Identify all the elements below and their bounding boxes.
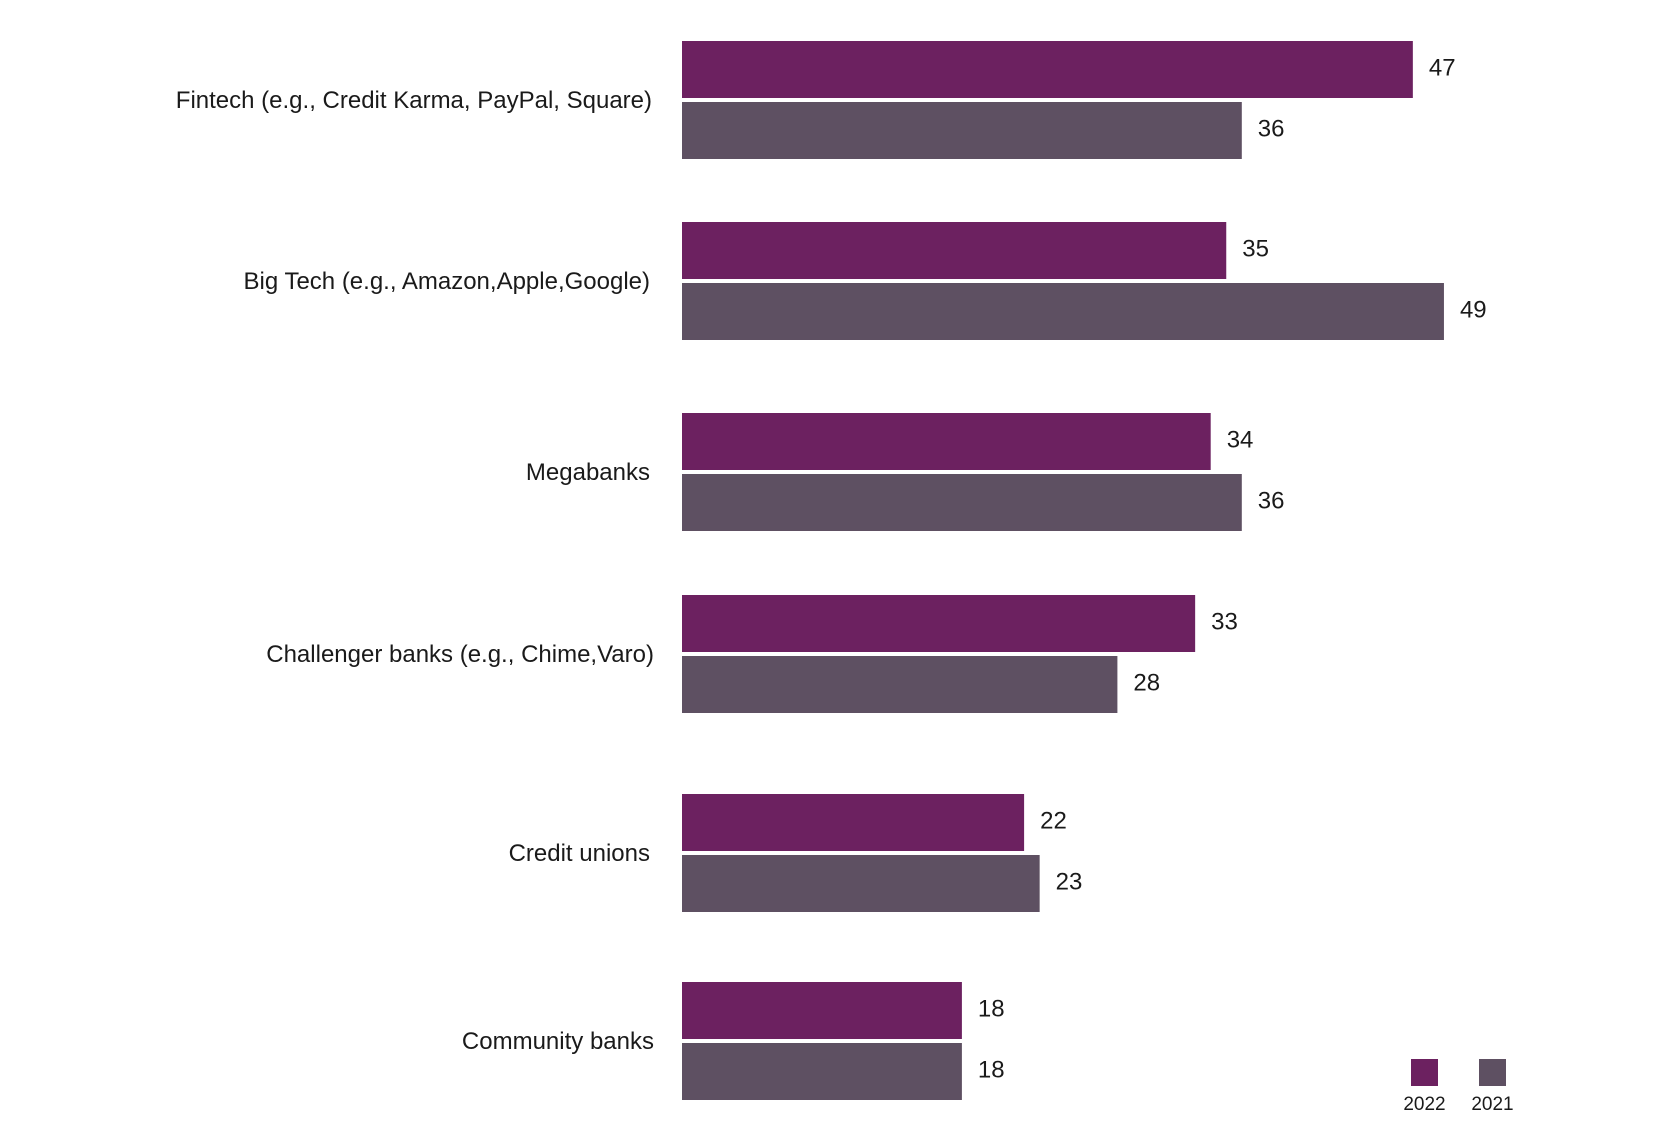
data-label: 36	[1258, 488, 1285, 515]
bar-2021	[682, 656, 1118, 713]
category-label: Megabanks	[526, 459, 650, 486]
data-label: 36	[1258, 116, 1285, 143]
category-label: Fintech (e.g., Credit Karma, PayPal, Squ…	[176, 87, 652, 114]
bars-layer	[682, 41, 1444, 1100]
category-label: Credit unions	[509, 840, 650, 867]
bar-2022	[682, 222, 1227, 279]
legend-swatch-2022	[1411, 1059, 1438, 1086]
data-label: 18	[978, 1057, 1005, 1084]
bar-2022	[682, 794, 1025, 851]
bar-2022	[682, 413, 1211, 470]
legend-label-2022: 2022	[1403, 1094, 1445, 1115]
bar-2021	[682, 855, 1040, 912]
category-label: Big Tech (e.g., Amazon,Apple,Google)	[244, 268, 650, 295]
legend-swatch-2021	[1479, 1059, 1506, 1086]
bar-2021	[682, 102, 1242, 159]
data-label: 47	[1429, 55, 1456, 82]
bar-2021	[682, 474, 1242, 531]
bar-2021	[682, 283, 1444, 340]
data-label: 23	[1056, 869, 1083, 896]
data-label: 18	[978, 996, 1005, 1023]
bar-2021	[682, 1043, 962, 1100]
data-label: 22	[1040, 808, 1067, 835]
legend-label-2021: 2021	[1471, 1094, 1513, 1115]
category-label: Community banks	[462, 1028, 654, 1055]
category-label: Challenger banks (e.g., Chime,Varo)	[266, 641, 654, 668]
data-label: 49	[1460, 297, 1487, 324]
data-label: 35	[1242, 236, 1269, 263]
bar-2022	[682, 982, 962, 1039]
legend: 2022 2021	[1403, 1059, 1514, 1115]
bar-2022	[682, 595, 1196, 652]
data-label: 34	[1227, 427, 1254, 454]
bar-2022	[682, 41, 1413, 98]
data-label: 28	[1133, 670, 1160, 697]
labels-layer: Fintech (e.g., Credit Karma, PayPal, Squ…	[176, 55, 1487, 1084]
data-label: 33	[1211, 609, 1238, 636]
